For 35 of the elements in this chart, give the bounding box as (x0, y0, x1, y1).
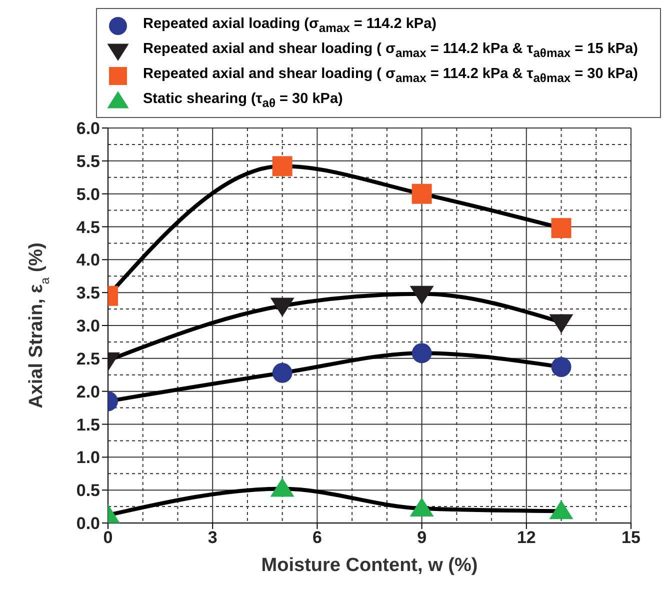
y-tick-label: 2.5 (76, 349, 100, 368)
point (412, 343, 432, 364)
point (551, 218, 572, 238)
y-tick-label: 1.5 (76, 415, 100, 434)
x-tick-label: 3 (208, 528, 218, 548)
y-tick-label: 0.5 (76, 481, 100, 500)
y-tick-label: 3.5 (76, 284, 100, 303)
y-tick-label: 5.0 (76, 184, 100, 204)
y-tick-label: 4.5 (76, 218, 100, 237)
point (410, 498, 434, 517)
y-tick-label: 1.0 (76, 448, 100, 468)
point (549, 500, 574, 520)
y-tick-label: 3.0 (76, 316, 100, 336)
y-tick-label: 5.5 (76, 152, 100, 171)
point (272, 156, 292, 176)
y-tick-label: 6.0 (76, 119, 100, 138)
point (272, 362, 292, 383)
point (410, 286, 434, 305)
x-tick-label: 12 (516, 528, 536, 548)
point (270, 478, 294, 497)
y-tick-label: 2.0 (76, 382, 100, 402)
point (551, 356, 572, 377)
point (412, 184, 432, 204)
x-tick-label: 9 (417, 528, 427, 548)
legend-label: Static shearing (τ$_{aθ}$ = 30 kPa) (143, 91, 343, 110)
x-tick-label: 0 (103, 528, 113, 548)
legend-label: Repeated axial loading (σ$_{amax}$ = 114.2 kPa) (143, 16, 436, 35)
legend-label: Repeated axial and shear loading ( σ$_{amax}$ = 114.2 kPa & τ$_{aθmax}$ = 15 kPa) (143, 41, 638, 60)
x-tick-label: 15 (622, 528, 640, 548)
x-axis-title: Moisture Content, w (%) (261, 555, 478, 576)
y-tick-label: 4.0 (76, 250, 100, 270)
y-tick-label: 0.0 (76, 514, 100, 534)
x-tick-label: 6 (312, 528, 322, 548)
point (270, 298, 294, 317)
legend-label: Repeated axial and shear loading ( σ$_{amax}$ = 114.2 kPa & τ$_{aθmax}$ = 30 kPa) (143, 66, 638, 85)
